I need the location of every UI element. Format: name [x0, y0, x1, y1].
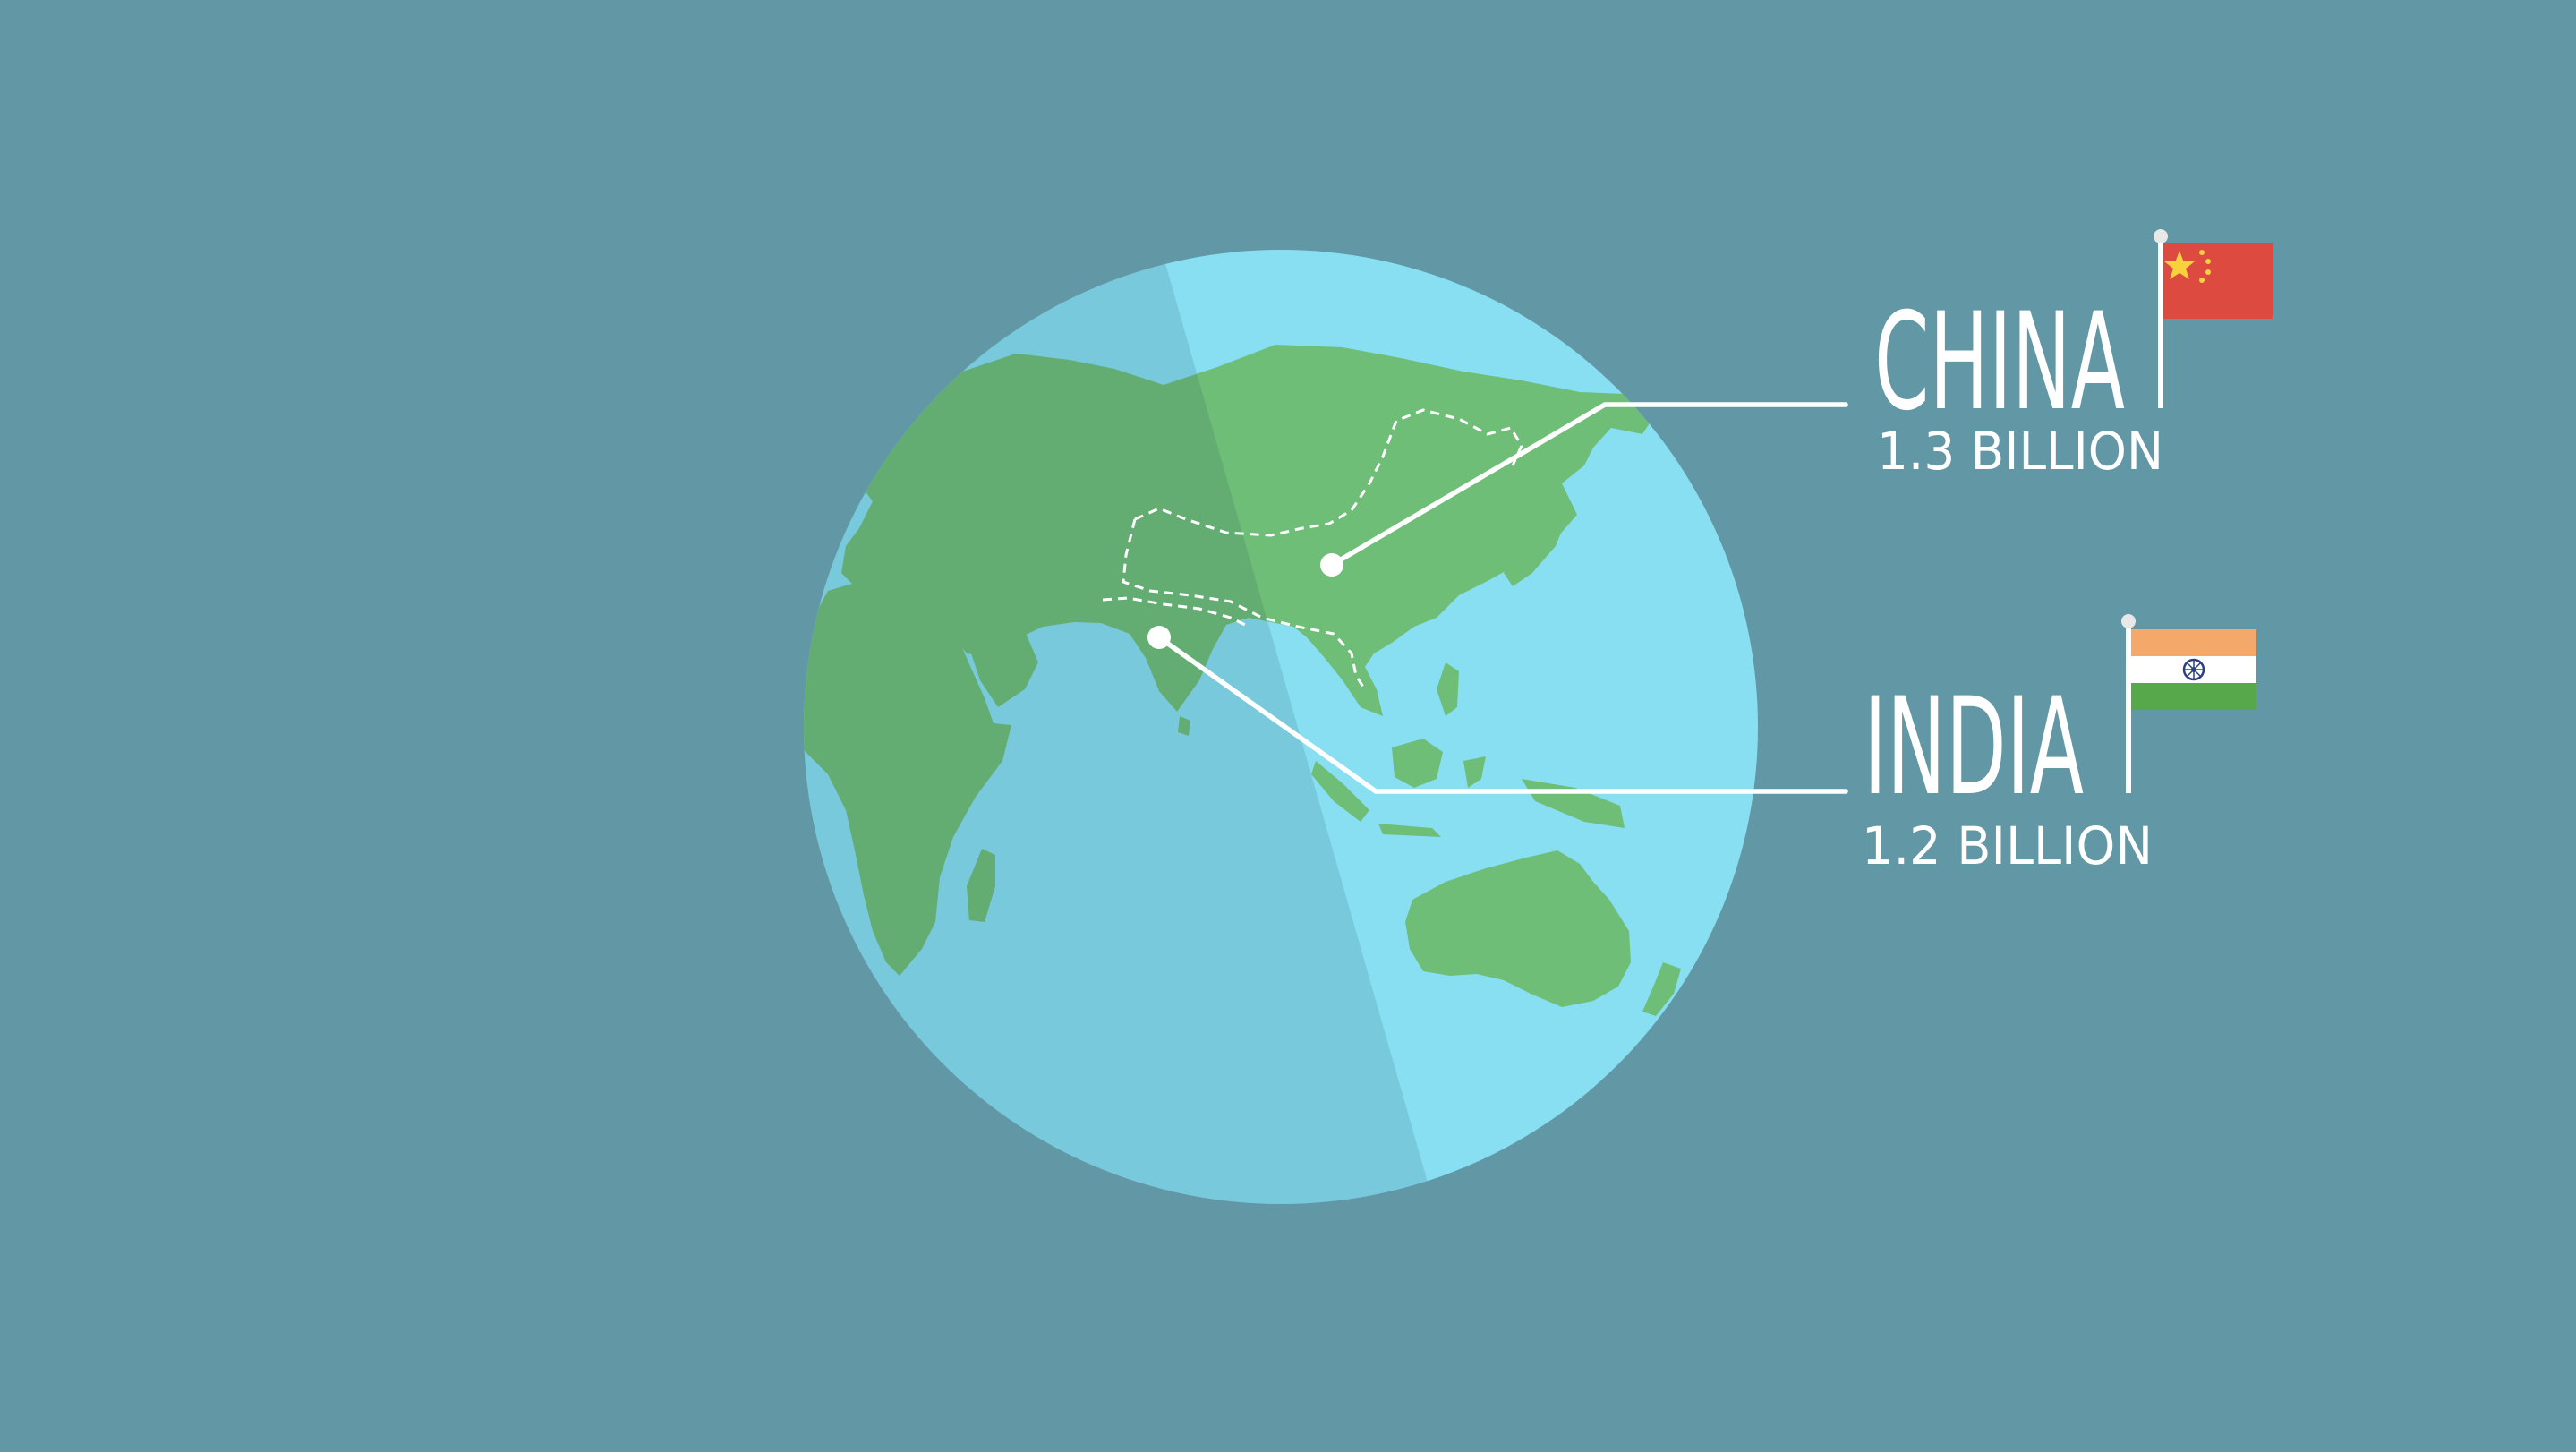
land-masses — [804, 345, 1681, 1016]
africa — [804, 580, 1011, 976]
leader-lines — [1156, 402, 1848, 794]
china-flag-small-star — [2199, 278, 2205, 283]
india-border — [1102, 596, 1250, 628]
china-marker — [1320, 553, 1343, 577]
country-borders — [1102, 408, 1523, 690]
java — [1378, 824, 1441, 837]
sumatra — [1311, 761, 1369, 822]
new-zealand — [1642, 962, 1681, 1016]
china-flag-small-star — [2205, 269, 2211, 275]
india-flag — [2121, 614, 2256, 793]
australia — [1405, 850, 1631, 1007]
india-leader-line — [1156, 635, 1848, 794]
india-flag-pole-knob — [2121, 614, 2136, 628]
india-flag-saffron-band — [2131, 629, 2256, 656]
china-callout: CHINA 1.3 BILLION — [1874, 229, 2273, 482]
china-flag-small-star — [2205, 259, 2211, 264]
sri-lanka — [1178, 716, 1190, 736]
china-flag-cloth — [2163, 243, 2273, 319]
india-name: INDIA — [1864, 670, 2084, 825]
india-marker — [1147, 626, 1171, 649]
china-border — [1122, 408, 1523, 690]
arabia — [962, 618, 1038, 707]
india-callout: INDIA 1.2 BILLION — [1862, 614, 2256, 876]
japan — [1504, 483, 1568, 586]
china-population: 1.3 BILLION — [1877, 421, 2163, 482]
india-flag-chakra-spokes — [2184, 660, 2204, 679]
india-population: 1.2 BILLION — [1862, 816, 2153, 876]
borneo — [1392, 739, 1443, 788]
china-flag-big-star — [2164, 251, 2195, 279]
sulawesi — [1463, 756, 1486, 788]
eurasia — [841, 345, 1656, 716]
china-leader-line — [1329, 402, 1848, 568]
china-flag-pole-knob — [2154, 229, 2168, 243]
madagascar — [967, 849, 995, 922]
china-flag — [2154, 229, 2273, 408]
china-flag-small-star — [2199, 250, 2205, 255]
india-flag-green-band — [2131, 683, 2256, 710]
philippines — [1437, 662, 1459, 716]
china-name: CHINA — [1874, 285, 2125, 440]
